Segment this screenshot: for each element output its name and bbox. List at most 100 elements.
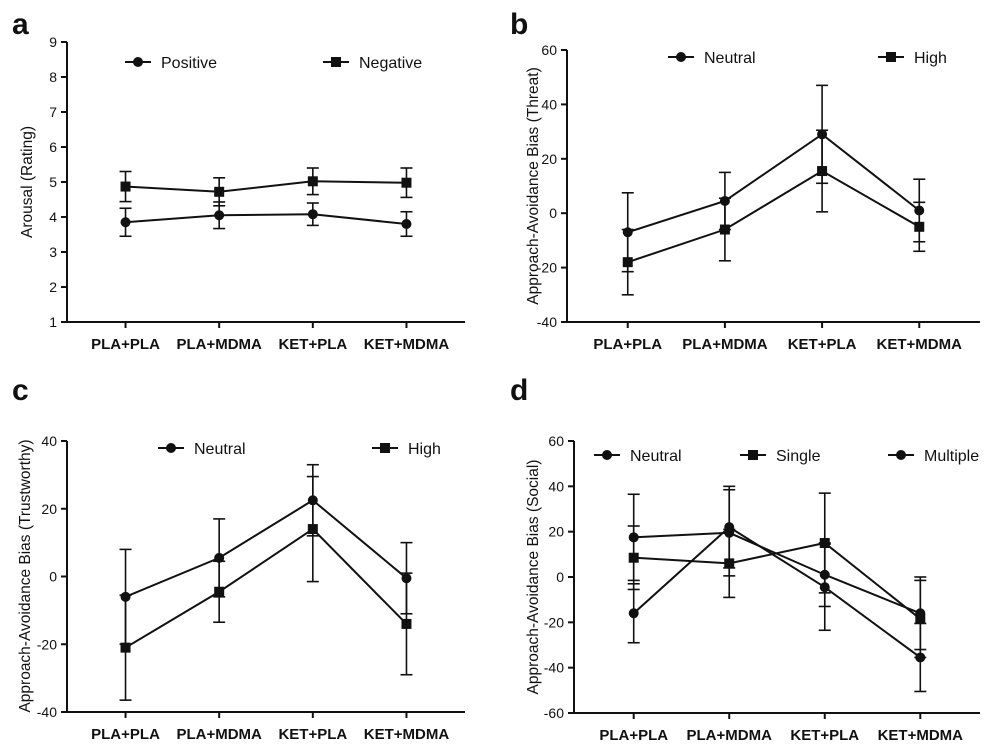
data-point (214, 552, 225, 563)
legend-label: Neutral (194, 441, 246, 458)
x-tick-label: PLA+MDMA (176, 726, 262, 743)
x-tick-label: PLA+PLA (593, 336, 662, 353)
series-negative (119, 167, 413, 207)
x-tick-label: PLA+MDMA (687, 727, 773, 744)
panel-letter-c: c (12, 374, 29, 407)
series-line (125, 213, 407, 225)
legend-label: Positive (161, 55, 217, 72)
series-line (627, 169, 920, 264)
y-tick-label: -20 (537, 260, 557, 276)
y-tick-label: 40 (41, 433, 57, 449)
y-tick-label: -20 (37, 636, 57, 652)
y-axis-title: Approach-Avoidance Bias (Social) (525, 460, 542, 695)
x-tick-label: KET+MDMA (878, 727, 964, 744)
y-tick-label: 40 (548, 478, 564, 494)
data-point (120, 181, 131, 192)
y-tick-label: 4 (49, 209, 57, 225)
y-tick-label: -40 (537, 314, 557, 330)
x-tick-label: PLA+MDMA (176, 336, 262, 353)
legend-item-negative: Negative (323, 55, 422, 72)
y-tick-label: 0 (49, 569, 57, 585)
legend-marker (602, 450, 612, 460)
legend-marker (886, 52, 896, 62)
legend-marker (331, 57, 341, 67)
y-tick-label: 7 (49, 104, 57, 120)
x-tick-label: PLA+PLA (599, 727, 668, 744)
data-point (628, 552, 639, 563)
data-point (622, 257, 633, 268)
panel-letter-b: b (510, 8, 528, 41)
chart-panel-d: d -60 -40 -20 0 20 40 60 PLA+PLA PLA+MDMA KET+PLA K… (510, 374, 980, 744)
series-neutral (627, 488, 927, 651)
y-axis-title: Approach-Avoidance Bias (Threat) (525, 67, 542, 305)
data-point (120, 642, 131, 653)
y-tick-label: 60 (541, 42, 557, 58)
series-high (621, 129, 926, 296)
data-point (401, 618, 412, 629)
data-point (724, 522, 735, 533)
legend-item-high: High (878, 50, 947, 67)
legend-marker (748, 450, 758, 460)
x-tick-label: KET+MDMA (877, 336, 963, 353)
legend-item-neutral: Neutral (668, 50, 756, 67)
data-point (307, 209, 318, 220)
series-line (633, 541, 921, 620)
series-single (627, 492, 927, 659)
series-high (119, 475, 413, 701)
legend-label: Negative (359, 55, 422, 72)
chart-panel-c: c -40 -20 0 20 40 PLA+PLA PLA+MDMA KET+PLA KET+MD… (12, 374, 465, 743)
y-tick-label: 6 (49, 139, 57, 155)
x-tick-label: KET+PLA (278, 726, 347, 743)
data-point (915, 652, 926, 663)
legend-marker (896, 450, 906, 460)
data-point (307, 524, 318, 535)
y-tick-label: -40 (37, 704, 57, 720)
y-tick-label: 0 (556, 569, 564, 585)
legend-label: Multiple (924, 448, 979, 465)
y-tick-label: 5 (49, 174, 57, 190)
data-point (214, 210, 225, 221)
x-tick-label: KET+MDMA (364, 726, 450, 743)
y-tick-label: -20 (544, 614, 564, 630)
chart-panel-a: a 1 2 3 4 5 6 7 8 9 PLA+PLA PLA+MDMA KET+PLA KET+MDMA… (12, 8, 465, 353)
legend-marker (380, 443, 390, 453)
series-line (125, 499, 408, 598)
y-tick-label: 60 (548, 433, 564, 449)
data-point (719, 224, 730, 235)
series-line (627, 133, 920, 234)
x-tick-label: KET+PLA (788, 336, 857, 353)
legend-label: Single (776, 448, 821, 465)
y-tick-label: 0 (549, 205, 557, 221)
chart-panel-b: b -40 -20 0 20 40 60 PLA+PLA PLA+MDMA KET+PLA KET+… (510, 8, 980, 353)
legend-item-neutral: Neutral (158, 441, 246, 458)
legend-item-multiple: Multiple (888, 448, 979, 465)
series-neutral (621, 84, 926, 273)
series-line (633, 531, 921, 615)
data-point (214, 186, 225, 197)
legend-label: Neutral (704, 50, 756, 67)
data-point (120, 217, 131, 228)
y-tick-label: -60 (544, 705, 564, 721)
legend-item-neutral: Neutral (594, 448, 682, 465)
x-tick-label: KET+PLA (790, 727, 859, 744)
legend-label: High (408, 441, 441, 458)
x-tick-label: PLA+PLA (91, 726, 160, 743)
legend-label: Neutral (630, 448, 682, 465)
legend-item-high: High (372, 441, 441, 458)
y-tick-label: 40 (541, 96, 557, 112)
x-tick-label: KET+MDMA (364, 336, 450, 353)
series-line (125, 527, 408, 649)
data-point (915, 613, 926, 624)
y-tick-label: 1 (49, 314, 57, 330)
y-tick-label: 20 (41, 501, 57, 517)
panel-letter-d: d (510, 374, 528, 407)
y-tick-label: 9 (49, 34, 57, 50)
series-multiple (627, 485, 927, 693)
legend-marker (166, 443, 176, 453)
data-point (914, 221, 925, 232)
y-axis-title: Approach-Avoidance Bias (Trustworthy) (17, 439, 34, 712)
data-point (307, 176, 318, 187)
series-neutral (119, 463, 413, 646)
